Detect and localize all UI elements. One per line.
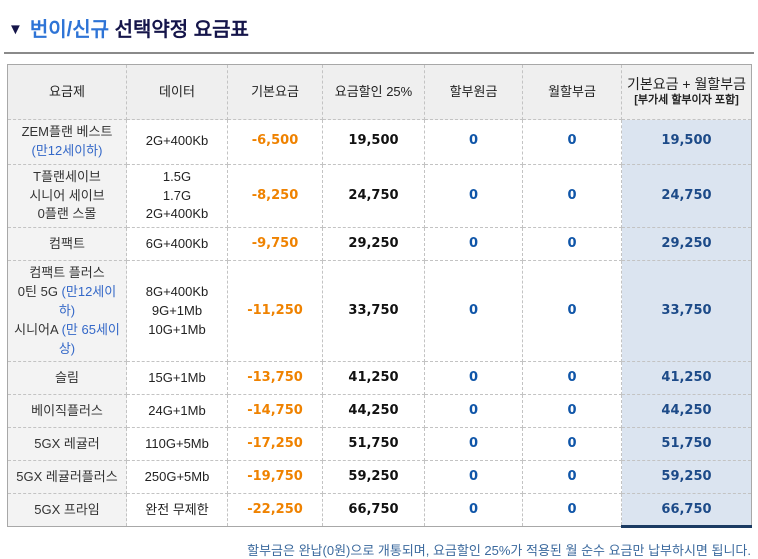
table-row: 베이직플러스 24G+1Mb -14,750 44,250 0 0 44,250 xyxy=(7,394,752,429)
total-cell: 51,750 xyxy=(621,427,752,462)
column-header-discount-25: 요금할인 25% xyxy=(322,64,425,120)
plan-name-cell: 5GX 레귤러플러스 xyxy=(7,460,127,495)
title-highlight: 번이/신규 xyxy=(29,19,110,41)
table-row: 5GX 레귤러 110G+5Mb -17,250 51,750 0 0 51,750 xyxy=(7,427,752,462)
installment-principal-cell: 0 xyxy=(424,163,523,229)
data-allowance-cell: 완전 무제한 xyxy=(126,493,228,528)
column-header-installment-principal: 할부원금 xyxy=(424,64,523,120)
monthly-installment-cell: 0 xyxy=(522,493,622,528)
discounted-fee-cell: 41,250 xyxy=(322,361,425,396)
title-divider xyxy=(4,52,754,54)
base-fee-cell: -17,250 xyxy=(227,427,323,462)
monthly-installment-cell: 0 xyxy=(522,119,622,165)
base-fee-cell: -11,250 xyxy=(227,260,323,363)
discounted-fee-cell: 51,750 xyxy=(322,427,425,462)
table-row: 5GX 프라임 완전 무제한 -22,250 66,750 0 0 66,750 xyxy=(7,493,752,529)
footer-note: 할부금은 완납(0원)으로 개통되며, 요금할인 25%가 적용된 월 순수 요… xyxy=(247,543,751,559)
total-cell: 24,750 xyxy=(621,163,752,229)
base-fee-cell: -8,250 xyxy=(227,163,323,229)
data-allowance-cell: 15G+1Mb xyxy=(126,361,228,396)
base-fee-cell: -22,250 xyxy=(227,493,323,528)
table-row: 5GX 레귤러플러스 250G+5Mb -19,750 59,250 0 0 59,250 xyxy=(7,460,752,495)
total-cell: 41,250 xyxy=(621,361,752,396)
discounted-fee-cell: 44,250 xyxy=(322,394,425,429)
base-fee-cell: -9,750 xyxy=(227,227,323,262)
data-allowance-cell: 2G+400Kb xyxy=(126,119,228,165)
installment-principal-cell: 0 xyxy=(424,460,523,495)
installment-principal-cell: 0 xyxy=(424,427,523,462)
data-allowance-cell: 6G+400Kb xyxy=(126,227,228,262)
column-header-data: 데이터 xyxy=(126,64,228,120)
table-header-row: 요금제 데이터 기본요금 요금할인 25% 할부원금 월할부금 기본요금 + 월할부금 [부가… xyxy=(7,64,752,120)
section-title[interactable]: ▼ 번이/신규 선택약정 요금표 xyxy=(0,0,758,48)
installment-principal-cell: 0 xyxy=(424,493,523,528)
plan-name-cell: 컴팩트 xyxy=(7,227,127,262)
installment-principal-cell: 0 xyxy=(424,394,523,429)
column-header-total: 기본요금 + 월할부금 [부가세 할부이자 포함] xyxy=(621,64,752,120)
base-fee-cell: -19,750 xyxy=(227,460,323,495)
monthly-installment-cell: 0 xyxy=(522,394,622,429)
data-allowance-cell: 250G+5Mb xyxy=(126,460,228,495)
monthly-installment-cell: 0 xyxy=(522,260,622,363)
installment-principal-cell: 0 xyxy=(424,119,523,165)
table-row: ZEM플랜 베스트 (만12세이하) 2G+400Kb -6,500 19,500 0 0 1… xyxy=(7,119,752,165)
monthly-installment-cell: 0 xyxy=(522,427,622,462)
discounted-fee-cell: 29,250 xyxy=(322,227,425,262)
data-allowance-cell: 8G+400Kb 9G+1Mb 10G+1Mb xyxy=(126,260,228,363)
discounted-fee-cell: 59,250 xyxy=(322,460,425,495)
monthly-installment-cell: 0 xyxy=(522,361,622,396)
total-cell: 19,500 xyxy=(621,119,752,165)
total-cell: 44,250 xyxy=(621,394,752,429)
plan-name-cell: 컴팩트 플러스 0틴 5G (만12세이하) 시니어A (만 65세이상) xyxy=(7,260,127,363)
total-cell: 29,250 xyxy=(621,227,752,262)
triangle-down-icon: ▼ xyxy=(8,21,23,38)
total-cell: 33,750 xyxy=(621,260,752,363)
column-header-plan: 요금제 xyxy=(7,64,127,120)
data-allowance-cell: 110G+5Mb xyxy=(126,427,228,462)
monthly-installment-cell: 0 xyxy=(522,227,622,262)
total-cell: 59,250 xyxy=(621,460,752,495)
column-header-base-fee: 기본요금 xyxy=(227,64,323,120)
monthly-installment-cell: 0 xyxy=(522,460,622,495)
plan-name-cell: 5GX 레귤러 xyxy=(7,427,127,462)
plan-name-cell: 슬림 xyxy=(7,361,127,396)
plan-name-cell: 베이직플러스 xyxy=(7,394,127,429)
base-fee-cell: -13,750 xyxy=(227,361,323,396)
monthly-installment-cell: 0 xyxy=(522,163,622,229)
plan-price-table: 요금제 데이터 기본요금 요금할인 25% 할부원금 월할부금 기본요금 + 월할부금 [부가… xyxy=(7,64,752,529)
table-row: 컴팩트 플러스 0틴 5G (만12세이하) 시니어A (만 65세이상) 8G+40… xyxy=(7,260,752,363)
installment-principal-cell: 0 xyxy=(424,361,523,396)
data-allowance-cell: 1.5G 1.7G 2G+400Kb xyxy=(126,163,228,229)
column-header-monthly-installment: 월할부금 xyxy=(522,64,622,120)
plan-name-cell: T플랜세이브 시니어 세이브 0플랜 스몰 xyxy=(7,163,127,229)
table-row: 슬림 15G+1Mb -13,750 41,250 0 0 41,250 xyxy=(7,361,752,396)
plan-name-cell: ZEM플랜 베스트 (만12세이하) xyxy=(7,119,127,165)
discounted-fee-cell: 19,500 xyxy=(322,119,425,165)
title-rest: 선택약정 요금표 xyxy=(109,19,249,41)
total-cell: 66,750 xyxy=(621,493,752,529)
table-row: 컴팩트 6G+400Kb -9,750 29,250 0 0 29,250 xyxy=(7,227,752,262)
discounted-fee-cell: 24,750 xyxy=(322,163,425,229)
plan-name-cell: 5GX 프라임 xyxy=(7,493,127,528)
data-allowance-cell: 24G+1Mb xyxy=(126,394,228,429)
base-fee-cell: -14,750 xyxy=(227,394,323,429)
installment-principal-cell: 0 xyxy=(424,227,523,262)
base-fee-cell: -6,500 xyxy=(227,119,323,165)
discounted-fee-cell: 33,750 xyxy=(322,260,425,363)
discounted-fee-cell: 66,750 xyxy=(322,493,425,528)
table-row: T플랜세이브 시니어 세이브 0플랜 스몰 1.5G 1.7G 2G+400Kb -8,25… xyxy=(7,163,752,229)
installment-principal-cell: 0 xyxy=(424,260,523,363)
